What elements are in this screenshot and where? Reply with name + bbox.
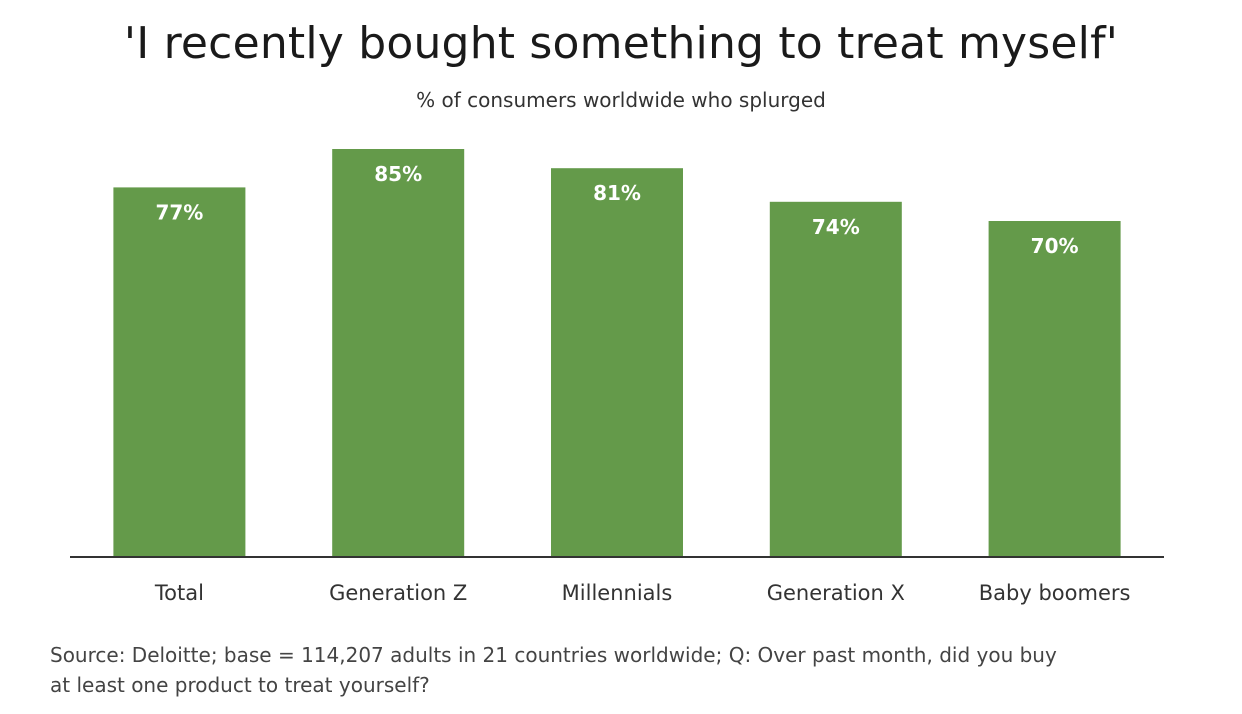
source-line-2: at least one product to treat yourself? — [50, 673, 430, 697]
data-label: 70% — [1031, 234, 1079, 258]
data-label: 81% — [593, 181, 641, 205]
bars-group — [113, 149, 1121, 558]
category-label: Generation Z — [329, 581, 467, 605]
data-label: 74% — [812, 215, 860, 239]
source-line-1: Source: Deloitte; base = 114,207 adults … — [50, 643, 1057, 667]
chart-subtitle: % of consumers worldwide who splurged — [416, 88, 826, 112]
bar-chart: 77% 85% 81% 74% 70% Total Generation Z Millenn… — [70, 149, 1164, 605]
chart-title: 'I recently bought something to treat my… — [123, 18, 1119, 69]
category-labels-group: Total Generation Z Millennials Generation X… — [154, 581, 1131, 605]
category-label: Baby boomers — [979, 581, 1131, 605]
bar-generation-z — [332, 149, 465, 557]
category-label: Generation X — [767, 581, 905, 605]
category-label: Total — [154, 581, 204, 605]
bar-generation-x — [769, 201, 902, 558]
bar-total — [113, 187, 246, 557]
bar-millennials — [551, 168, 683, 557]
bar-baby-boomers — [988, 221, 1121, 557]
category-label: Millennials — [562, 581, 673, 605]
data-label: 77% — [155, 200, 203, 224]
source-note: Source: Deloitte; base = 114,207 adults … — [50, 640, 1190, 700]
data-label: 85% — [374, 162, 422, 186]
data-labels-group: 77% 85% 81% 74% 70% — [155, 162, 1078, 258]
